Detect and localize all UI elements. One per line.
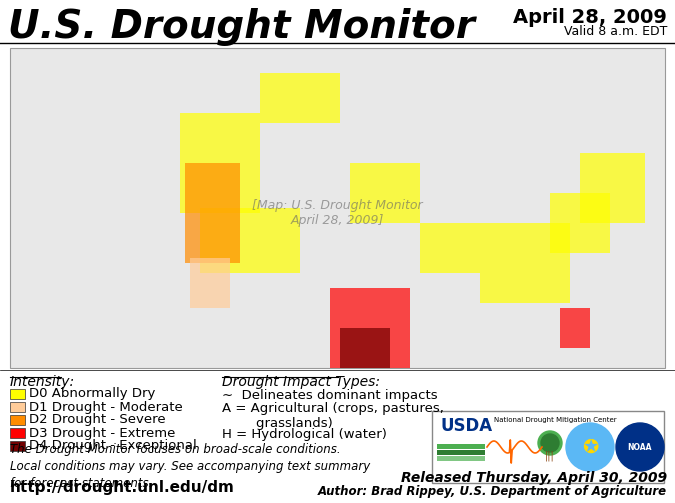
Text: D2 Drought - Severe: D2 Drought - Severe bbox=[29, 413, 165, 427]
Text: Author: Brad Rippey, U.S. Department of Agriculture: Author: Brad Rippey, U.S. Department of … bbox=[318, 485, 667, 498]
Bar bbox=[10, 415, 25, 425]
Text: D4 Drought - Exceptional: D4 Drought - Exceptional bbox=[29, 440, 196, 453]
Bar bbox=[437, 450, 485, 455]
Text: Drought Impact Types:: Drought Impact Types: bbox=[222, 375, 380, 389]
Text: U.S. Drought Monitor: U.S. Drought Monitor bbox=[8, 8, 475, 46]
Text: D0 Abnormally Dry: D0 Abnormally Dry bbox=[29, 387, 155, 400]
Text: The Drought Monitor focuses on broad-scale conditions.
Local conditions may vary: The Drought Monitor focuses on broad-sca… bbox=[10, 443, 371, 490]
Text: ✪: ✪ bbox=[582, 438, 598, 457]
Bar bbox=[432, 411, 664, 483]
Text: D3 Drought - Extreme: D3 Drought - Extreme bbox=[29, 427, 176, 440]
Bar bbox=[437, 444, 485, 449]
Bar bbox=[200, 208, 300, 273]
Text: H = Hydrological (water): H = Hydrological (water) bbox=[222, 428, 387, 441]
Text: April 28, 2009: April 28, 2009 bbox=[513, 8, 667, 27]
Text: Released Thursday, April 30, 2009: Released Thursday, April 30, 2009 bbox=[401, 471, 667, 485]
Bar bbox=[480, 223, 570, 303]
Bar bbox=[180, 113, 260, 213]
Text: NOAA: NOAA bbox=[628, 443, 652, 452]
Bar bbox=[560, 308, 590, 348]
Bar bbox=[190, 258, 230, 308]
Bar bbox=[10, 441, 25, 451]
Bar bbox=[350, 163, 420, 223]
Text: ∼  Delineates dominant impacts: ∼ Delineates dominant impacts bbox=[222, 389, 437, 402]
Bar bbox=[330, 288, 410, 368]
Text: A = Agricultural (crops, pastures,
        grasslands): A = Agricultural (crops, pastures, grass… bbox=[222, 402, 444, 430]
Text: http://drought.unl.edu/dm: http://drought.unl.edu/dm bbox=[10, 480, 235, 495]
Text: Intensity:: Intensity: bbox=[10, 375, 75, 389]
Bar bbox=[340, 328, 390, 368]
Bar bbox=[550, 193, 610, 253]
Text: D1 Drought - Moderate: D1 Drought - Moderate bbox=[29, 400, 183, 413]
Bar bbox=[185, 163, 240, 263]
Bar bbox=[260, 73, 340, 123]
Bar bbox=[10, 402, 25, 412]
Text: |||: ||| bbox=[545, 451, 555, 461]
Bar bbox=[10, 48, 665, 368]
Bar bbox=[10, 428, 25, 438]
Circle shape bbox=[538, 431, 562, 455]
Circle shape bbox=[541, 434, 559, 452]
Bar bbox=[580, 153, 645, 223]
Text: National Drought Mitigation Center: National Drought Mitigation Center bbox=[494, 417, 617, 423]
Bar bbox=[10, 389, 25, 399]
Circle shape bbox=[566, 423, 614, 471]
Text: Valid 8 a.m. EDT: Valid 8 a.m. EDT bbox=[564, 25, 667, 38]
Bar bbox=[420, 223, 480, 273]
Text: USDA: USDA bbox=[440, 417, 492, 435]
Circle shape bbox=[616, 423, 664, 471]
Text: [Map: U.S. Drought Monitor
April 28, 2009]: [Map: U.S. Drought Monitor April 28, 200… bbox=[252, 199, 423, 227]
Bar bbox=[437, 456, 485, 461]
